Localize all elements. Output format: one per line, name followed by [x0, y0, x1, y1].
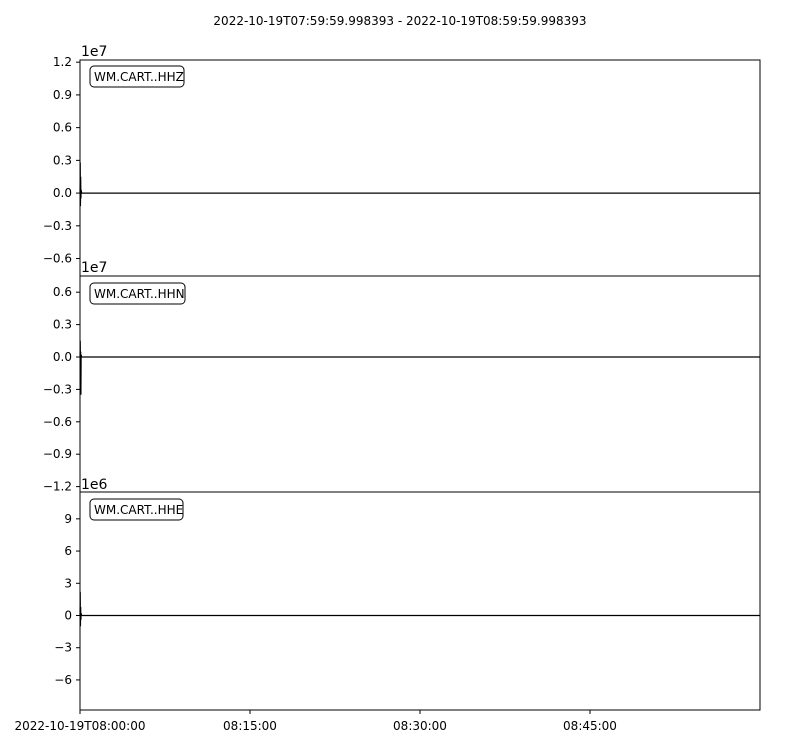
panel-hhe-trace-label: WM.CART..HHE	[94, 503, 183, 517]
panel-hhz-offset-label: 1e7	[81, 44, 107, 60]
panel-hhn: 0.6 0.3 0.0 −0.3 −0.6 −0.9 −1.2 1e7 WM.CART..H…	[43, 260, 761, 494]
panel-hhe-trace	[79, 591, 760, 627]
panel-hhe-ytick-label: 9	[64, 512, 72, 526]
panel-hhe-yticks: 9 6 3 0 −3 −6	[54, 512, 80, 687]
panel-hhe-frame	[79, 491, 761, 711]
x-tick-label: 2022-10-19T08:00:00	[15, 719, 146, 733]
panel-hhn-ytick-label: −0.9	[43, 447, 72, 461]
panel-hhe-label-box	[89, 498, 184, 521]
panel-hhn-label-box	[89, 282, 186, 305]
panel-hhz-frame	[79, 59, 761, 277]
panel-hhn-trace	[79, 340, 760, 395]
panel-hhz-yticks: 1.2 0.9 0.6 0.3 0.0 −0.3 −0.6	[43, 55, 80, 266]
panel-hhz-trace	[79, 162, 760, 207]
panel-hhn-trace-label: WM.CART..HHN	[94, 287, 185, 301]
panel-hhz-ytick-label: 1.2	[53, 55, 72, 69]
panel-hhn-frame	[79, 275, 761, 493]
panel-hhz-ytick-label: −0.3	[43, 219, 72, 233]
panel-hhz-label-box	[89, 65, 185, 88]
x-tick-label: 08:30:00	[393, 719, 447, 733]
panel-hhz-ytick-label: 0.0	[53, 186, 72, 200]
panel-hhn-yticks: 0.6 0.3 0.0 −0.3 −0.6 −0.9 −1.2	[43, 285, 80, 494]
panel-hhe-ytick-label: 0	[64, 608, 72, 622]
x-tick-label: 08:15:00	[223, 719, 277, 733]
panel-hhe-ytick-label: 3	[64, 576, 72, 590]
panel-hhn-offset-label: 1e7	[81, 260, 107, 276]
x-tick-label: 08:45:00	[563, 719, 617, 733]
panel-hhn-ytick-label: 0.6	[53, 285, 72, 299]
panel-hhe-ytick-label: −6	[54, 673, 72, 687]
panel-hhz-ytick-label: 0.3	[53, 153, 72, 167]
x-axis: 2022-10-19T08:00:00 08:15:00 08:30:00 08:45…	[15, 710, 617, 733]
panel-hhn-ytick-label: −1.2	[43, 480, 72, 494]
panel-hhz-ytick-label: −0.6	[43, 252, 72, 266]
panel-hhz-ytick-label: 0.6	[53, 121, 72, 135]
chart-title: 2022-10-19T07:59:59.998393 - 2022-10-19T…	[213, 14, 586, 28]
panel-hhn-ytick-label: −0.3	[43, 382, 72, 396]
panel-hhz-trace-label: WM.CART..HHZ	[94, 70, 184, 84]
panel-hhz: 1.2 0.9 0.6 0.3 0.0 −0.3 −0.6 1e7 WM.CART..HHZ	[43, 44, 761, 277]
panel-hhn-ytick-label: 0.3	[53, 318, 72, 332]
panel-hhn-ytick-label: 0.0	[53, 350, 72, 364]
panel-hhe-ytick-label: 6	[64, 544, 72, 558]
panel-hhz-ytick-label: 0.9	[53, 88, 72, 102]
panel-hhe-ytick-label: −3	[54, 641, 72, 655]
panel-hhn-ytick-label: −0.6	[43, 415, 72, 429]
panel-hhe: 9 6 3 0 −3 −6 1e6 WM.CART..HHE	[54, 477, 761, 711]
panel-hhe-offset-label: 1e6	[81, 477, 108, 493]
